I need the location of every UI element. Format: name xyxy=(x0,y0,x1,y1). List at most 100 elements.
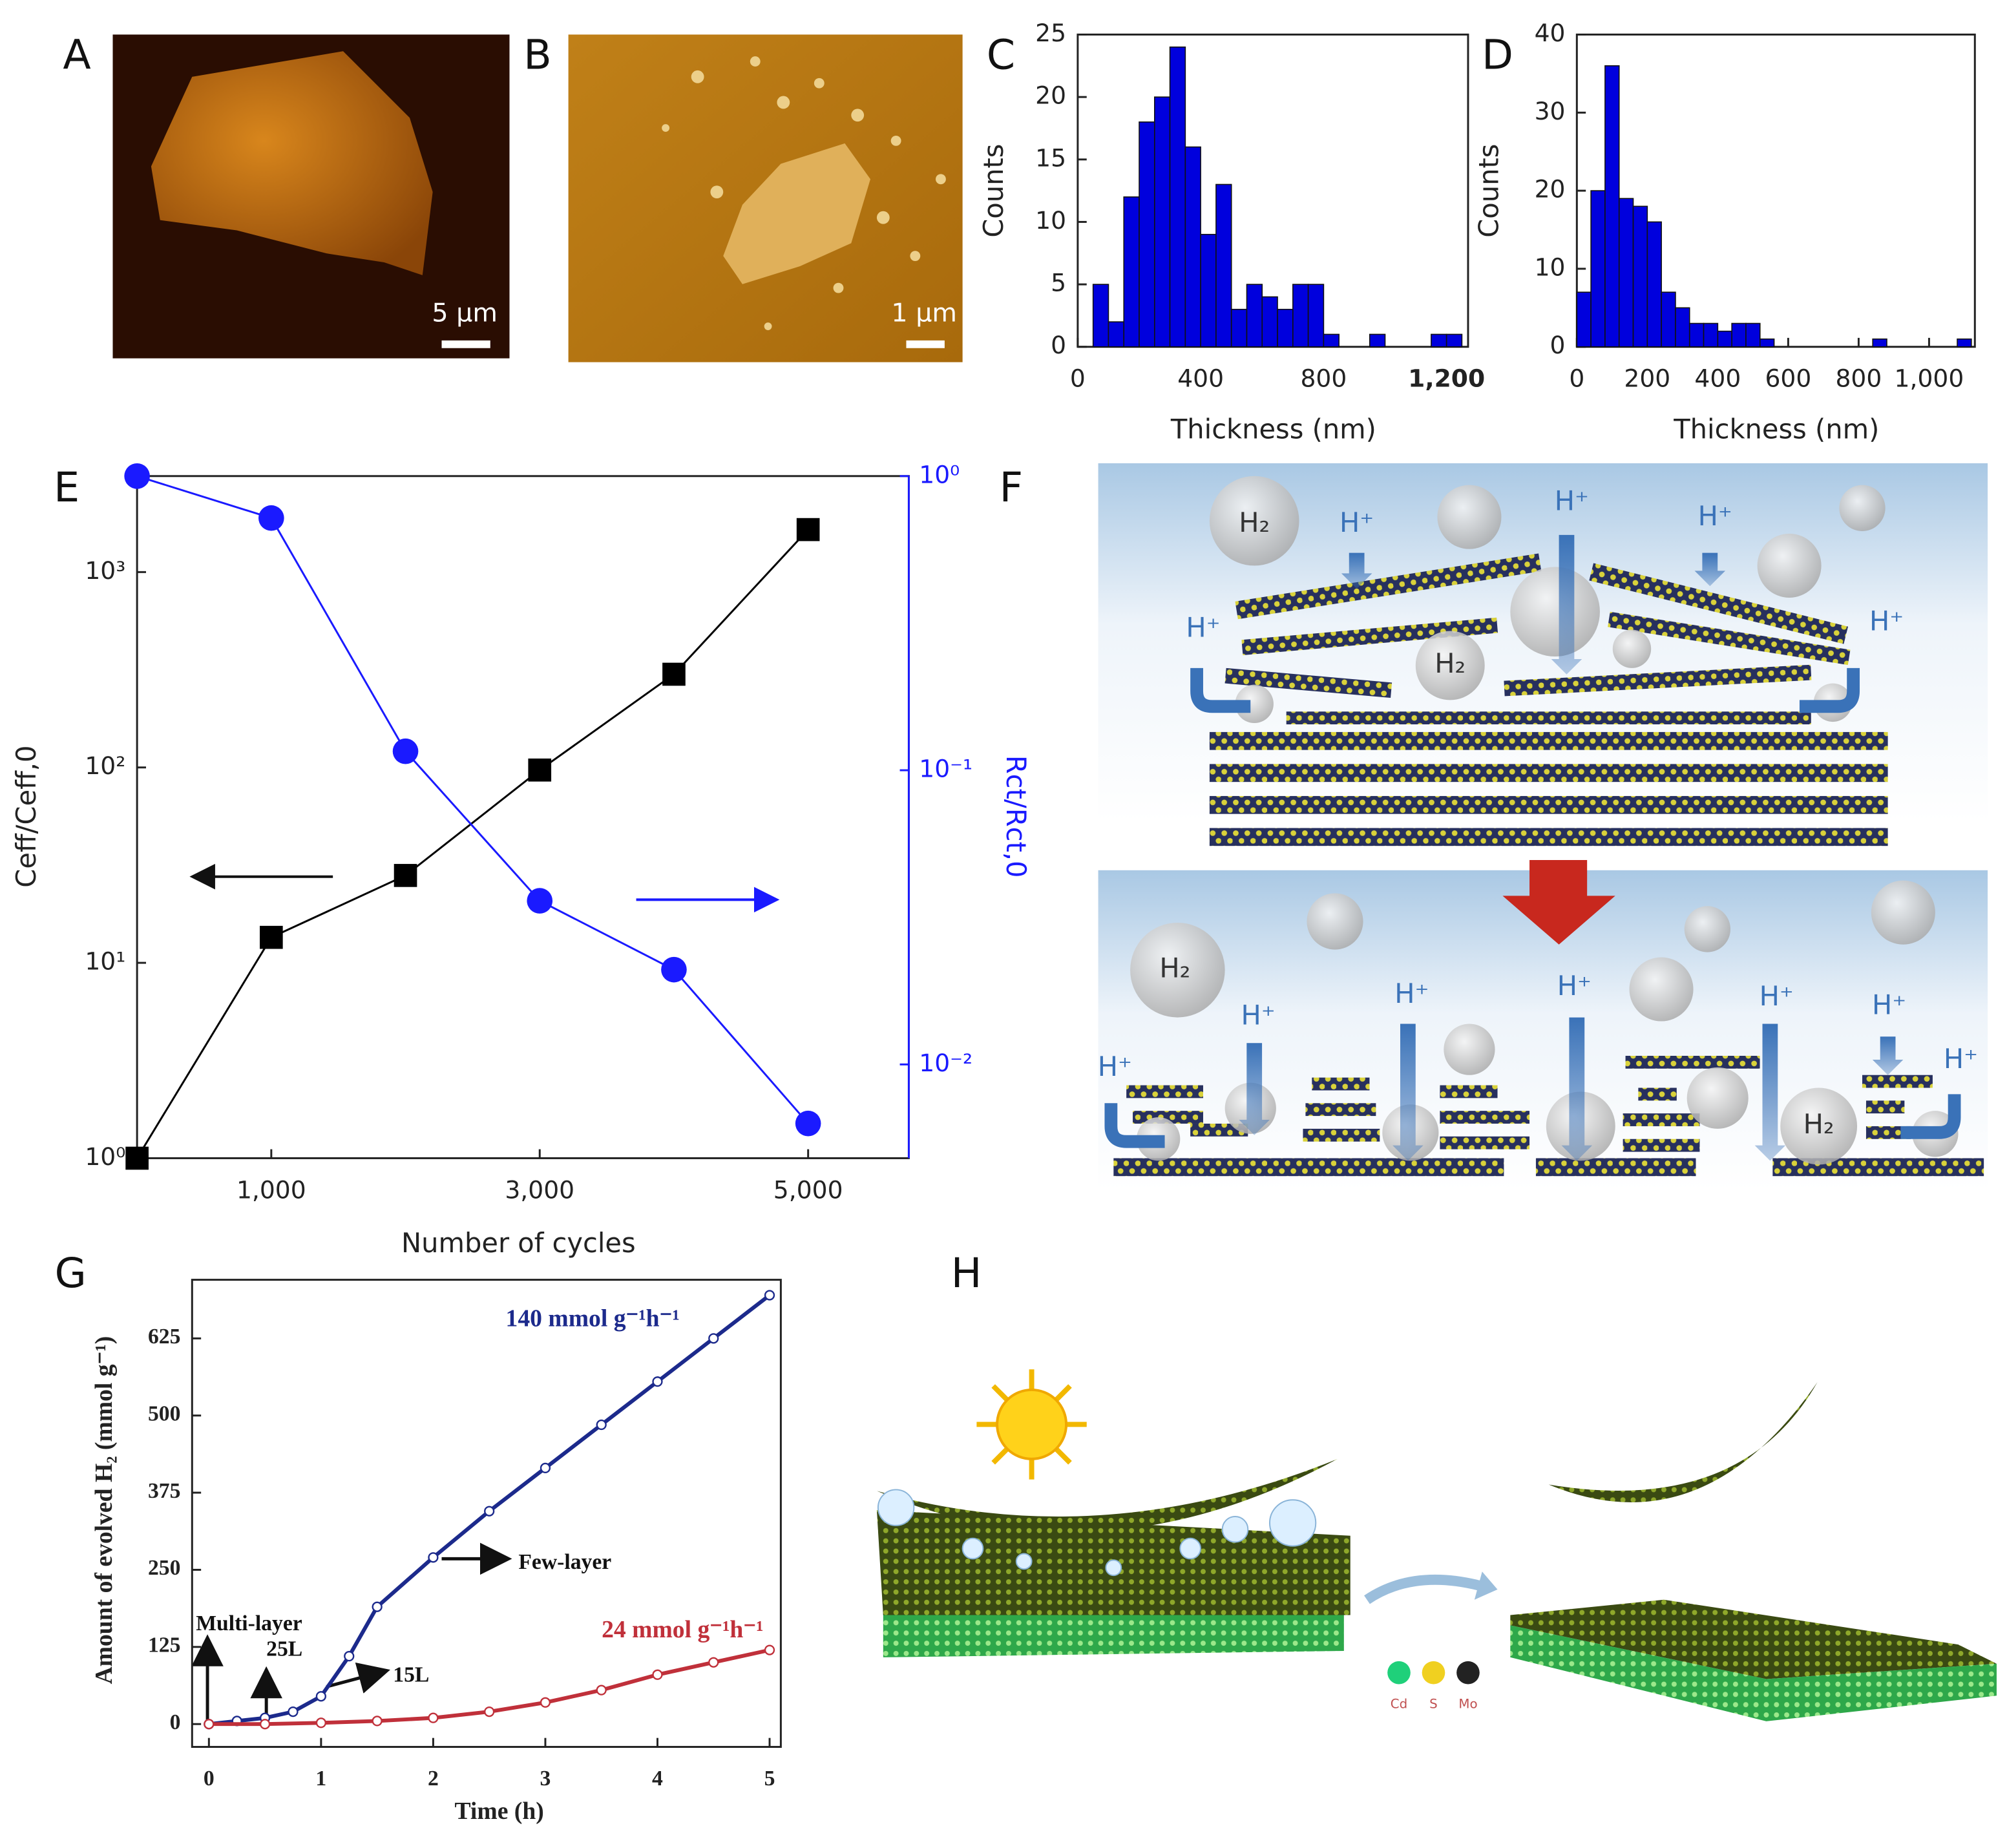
mos2-layer xyxy=(1608,611,1851,666)
point xyxy=(795,1110,821,1137)
mos2-layer xyxy=(1209,795,1888,814)
species-label: H⁺ xyxy=(1241,1000,1276,1031)
histogram-bar xyxy=(1431,333,1447,348)
mos2-layer xyxy=(1126,1085,1203,1098)
point xyxy=(260,925,283,949)
x-tick-label: 1 xyxy=(315,1767,326,1790)
x-axis-label: Number of cycles xyxy=(401,1227,636,1259)
sun xyxy=(976,1369,1087,1480)
species-label: H⁺ xyxy=(1340,507,1374,538)
histogram-bar xyxy=(1703,322,1719,348)
base-layer xyxy=(883,1612,1344,1657)
h2-bubble xyxy=(1444,1024,1495,1075)
scale-bar-label: 1 µm xyxy=(891,299,957,328)
x-tick-label: 400 xyxy=(1694,364,1741,393)
histogram-bar xyxy=(1277,308,1294,348)
histogram-bar xyxy=(1169,47,1186,348)
proton-arrow xyxy=(1551,534,1582,675)
mos2-layer xyxy=(1209,828,1888,846)
panel-label: E xyxy=(54,463,79,511)
y2-axis-label: Rct/Rct,0 xyxy=(1000,755,1032,878)
histogram-bar xyxy=(1759,338,1775,348)
histogram-bar xyxy=(1604,65,1620,348)
h2-bubble xyxy=(1687,1067,1749,1129)
y-tick-label: 10³ xyxy=(85,556,125,585)
legend-label: Cd xyxy=(1391,1697,1407,1712)
point xyxy=(652,1376,663,1387)
mos2-layer xyxy=(1303,1128,1380,1142)
process-arrow xyxy=(1364,1574,1486,1604)
point xyxy=(528,758,552,782)
point xyxy=(288,1706,299,1717)
proton-arrow xyxy=(1341,552,1372,589)
annotation: 15L xyxy=(393,1663,429,1686)
y-tick-label: 10 xyxy=(1035,206,1066,235)
panel-label: D xyxy=(1482,31,1513,79)
mos2-layer xyxy=(1865,1126,1911,1139)
remaining-layer xyxy=(1510,1599,1997,1679)
point xyxy=(394,864,417,887)
point xyxy=(796,518,820,541)
histogram-bar xyxy=(1292,284,1309,348)
mos2-layer xyxy=(1113,1158,1504,1177)
plot-frame xyxy=(136,475,910,1159)
point xyxy=(540,1697,551,1708)
plot-frame xyxy=(191,1279,782,1748)
atom-cd xyxy=(1387,1661,1411,1685)
histogram-bar xyxy=(1139,121,1155,348)
proton-arrow xyxy=(1754,1024,1786,1161)
y2-tick-label: 10⁰ xyxy=(919,460,960,488)
x-tick-label: 3,000 xyxy=(505,1175,574,1204)
annotation: Multi-layer xyxy=(196,1612,302,1635)
y-tick-label: 40 xyxy=(1535,19,1566,47)
x-axis-label: Thickness (nm) xyxy=(1673,413,1879,445)
histogram-bar xyxy=(1215,184,1232,348)
species-label: H₂ xyxy=(1159,952,1190,983)
point xyxy=(372,1601,383,1612)
point xyxy=(484,1706,495,1717)
point xyxy=(344,1651,355,1662)
atom-s xyxy=(1422,1661,1445,1685)
h2-bubble xyxy=(1415,631,1485,700)
h2-bubble xyxy=(1235,684,1274,724)
histogram-bar xyxy=(1632,205,1648,348)
species-label: H₂ xyxy=(1803,1108,1834,1140)
histogram-bar xyxy=(1688,322,1705,348)
point xyxy=(428,1712,439,1723)
h2-bubble xyxy=(1130,923,1225,1018)
panel-label: H xyxy=(951,1249,982,1297)
mos2-layer xyxy=(1535,1158,1696,1177)
mos2-layer xyxy=(1623,1139,1700,1152)
h2-bubble xyxy=(1307,893,1363,950)
mos2-layer xyxy=(1638,1087,1677,1101)
x-tick-label: 1,000 xyxy=(1895,364,1964,393)
x-tick-label: 4 xyxy=(652,1767,663,1790)
y-tick-label: 125 xyxy=(148,1633,180,1657)
annotation-arrows xyxy=(191,1542,512,1721)
x-tick-label: 200 xyxy=(1624,364,1670,393)
legend-label: Mo xyxy=(1458,1697,1477,1712)
x-tick-label: 5,000 xyxy=(773,1175,843,1204)
histogram-bar xyxy=(1675,307,1690,348)
x-tick-label: 400 xyxy=(1177,364,1224,393)
panel-label: B xyxy=(523,31,551,79)
y-tick-label: 10⁰ xyxy=(85,1142,125,1171)
h2-bubble xyxy=(1757,533,1822,598)
mos2-layer xyxy=(1305,1103,1376,1117)
proton-hook xyxy=(1799,667,1860,713)
histogram-bar xyxy=(1108,321,1125,348)
transition-arrow xyxy=(1502,859,1615,945)
y-axis-label: Amount of evolved H₂ (mmol g⁻¹) xyxy=(90,1336,118,1685)
h2-bubble xyxy=(1684,906,1730,952)
y-tick-label: 250 xyxy=(148,1556,180,1580)
histogram-bar xyxy=(1200,233,1217,348)
chart: 0 1 2 3 4 5 0 125 250 375 500 625 Time (h) Amount of … xyxy=(90,1279,782,1825)
x-tick-label: 5 xyxy=(764,1767,775,1790)
point xyxy=(662,662,686,686)
particles xyxy=(662,56,946,330)
y-tick-label: 10² xyxy=(85,751,125,780)
y-tick-label: 15 xyxy=(1035,143,1066,172)
y-axis-label: Counts xyxy=(1473,144,1505,238)
y2-tick-label: 10⁻¹ xyxy=(919,755,972,783)
scale-bar-label: 5 µm xyxy=(432,299,498,328)
